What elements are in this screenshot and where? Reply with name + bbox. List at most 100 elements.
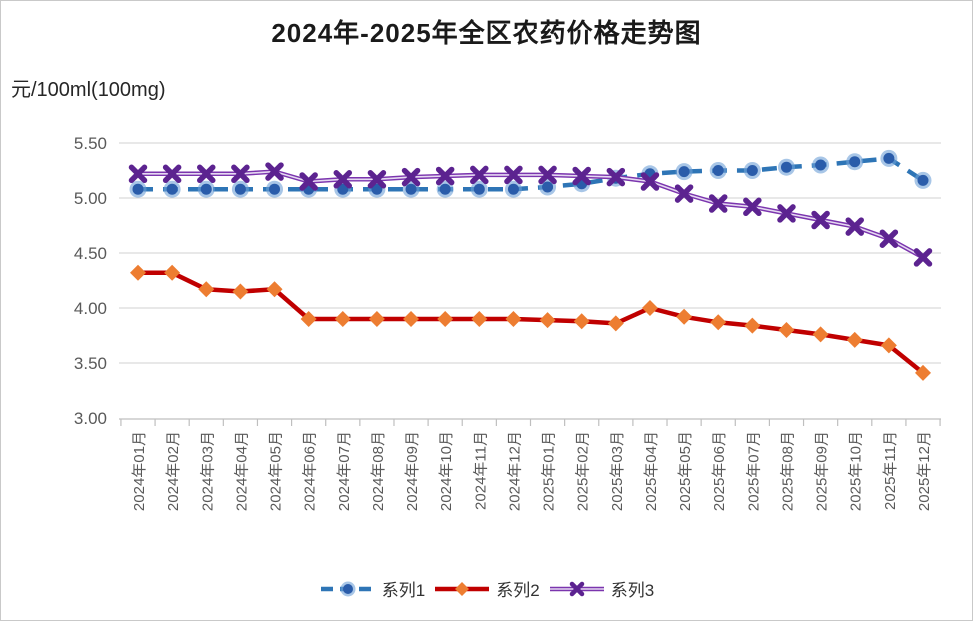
data-point[interactable] (128, 164, 148, 184)
data-point[interactable] (231, 164, 250, 184)
y-tick-label: 3.00 (74, 409, 107, 428)
series1-swatch-icon (320, 581, 375, 596)
data-point[interactable] (744, 317, 761, 334)
data-point[interactable] (708, 194, 728, 213)
x-tick-label: 2025年10月 (848, 431, 865, 511)
data-point[interactable] (879, 229, 899, 248)
x-tick-label: 2024年12月 (506, 431, 523, 511)
x-tick-label: 2025年09月 (814, 431, 831, 511)
data-point[interactable] (505, 311, 522, 327)
data-point[interactable] (200, 183, 212, 195)
data-point[interactable] (917, 174, 929, 186)
legend-item-series1[interactable]: 系列1 (319, 576, 425, 601)
x-tick-label: 2024年09月 (404, 431, 421, 511)
data-point[interactable] (641, 300, 658, 316)
data-point[interactable] (542, 181, 554, 193)
data-point[interactable] (572, 166, 591, 186)
data-point[interactable] (712, 165, 724, 176)
x-tick-label: 2024年03月 (199, 431, 216, 511)
data-point[interactable] (676, 308, 693, 325)
legend-label-series2: 系列2 (496, 581, 540, 600)
x-tick-label: 2024年02月 (165, 431, 182, 511)
data-point[interactable] (746, 165, 758, 176)
data-point[interactable] (166, 183, 178, 195)
y-tick-label: 4.00 (74, 299, 107, 318)
data-point[interactable] (401, 167, 421, 187)
data-point[interactable] (573, 313, 590, 330)
data-point[interactable] (198, 281, 215, 298)
data-point[interactable] (439, 183, 451, 195)
data-point[interactable] (504, 165, 523, 185)
series-line-highlight-系列3 (138, 170, 924, 259)
series-line-系列3[interactable] (138, 169, 925, 260)
x-tick-label: 2024年08月 (370, 431, 387, 511)
data-point[interactable] (883, 152, 895, 164)
series2-swatch-icon (435, 581, 490, 596)
data-point[interactable] (234, 183, 246, 195)
x-tick-label: 2025年02月 (575, 431, 592, 511)
data-point[interactable] (473, 183, 485, 195)
data-point[interactable] (269, 183, 281, 195)
data-point[interactable] (812, 326, 829, 343)
data-point[interactable] (337, 183, 349, 195)
data-point[interactable] (507, 183, 519, 195)
legend-item-series3[interactable]: 系列3 (548, 576, 654, 601)
data-point[interactable] (435, 166, 455, 186)
data-point[interactable] (471, 311, 488, 327)
x-tick-label: 2024年05月 (268, 431, 285, 511)
data-point[interactable] (880, 337, 897, 354)
data-point[interactable] (403, 311, 420, 327)
data-point[interactable] (778, 322, 795, 338)
data-point[interactable] (130, 264, 146, 281)
y-tick-label: 5.00 (74, 189, 107, 208)
data-point[interactable] (846, 331, 863, 348)
data-point[interactable] (780, 161, 792, 173)
data-point[interactable] (405, 183, 417, 195)
data-point[interactable] (606, 167, 626, 187)
data-point[interactable] (845, 217, 864, 236)
data-point[interactable] (815, 159, 827, 171)
data-point[interactable] (333, 170, 353, 189)
data-point[interactable] (743, 197, 762, 217)
data-point[interactable] (678, 166, 690, 178)
data-point[interactable] (371, 183, 383, 195)
y-tick-label: 3.50 (74, 354, 107, 373)
data-point[interactable] (674, 184, 694, 203)
data-point[interactable] (162, 164, 182, 184)
x-tick-label: 2025年03月 (609, 431, 626, 511)
x-tick-label: 2025年01月 (541, 431, 558, 511)
x-tick-label: 2025年11月 (882, 431, 899, 510)
x-tick-label: 2024年06月 (302, 431, 319, 511)
data-point[interactable] (539, 312, 556, 329)
data-point[interactable] (811, 210, 830, 230)
data-point[interactable] (538, 165, 557, 185)
legend: 系列1 系列2 系列3 (1, 576, 972, 601)
x-tick-label: 2025年07月 (745, 431, 762, 511)
data-point[interactable] (777, 204, 796, 223)
data-point[interactable] (640, 172, 660, 191)
data-point[interactable] (300, 311, 317, 327)
x-tick-label: 2024年11月 (472, 431, 489, 510)
data-point[interactable] (265, 162, 284, 181)
data-point[interactable] (164, 264, 181, 281)
legend-label-series3: 系列3 (610, 581, 655, 600)
data-point[interactable] (368, 311, 385, 327)
data-point[interactable] (266, 281, 283, 298)
data-point[interactable] (334, 311, 351, 327)
data-point[interactable] (470, 165, 489, 185)
data-point[interactable] (132, 183, 144, 195)
data-point[interactable] (197, 164, 216, 184)
series-line-系列2[interactable] (138, 270, 925, 375)
data-point[interactable] (437, 311, 454, 327)
data-point[interactable] (299, 172, 318, 191)
data-point[interactable] (849, 156, 861, 168)
data-point[interactable] (915, 364, 931, 381)
data-point[interactable] (607, 315, 624, 332)
legend-item-series2[interactable]: 系列2 (433, 576, 540, 601)
data-point[interactable] (710, 314, 727, 331)
data-point[interactable] (913, 248, 933, 267)
data-point[interactable] (367, 170, 387, 189)
x-tick-label: 2024年01月 (131, 431, 148, 511)
data-point[interactable] (232, 283, 249, 300)
